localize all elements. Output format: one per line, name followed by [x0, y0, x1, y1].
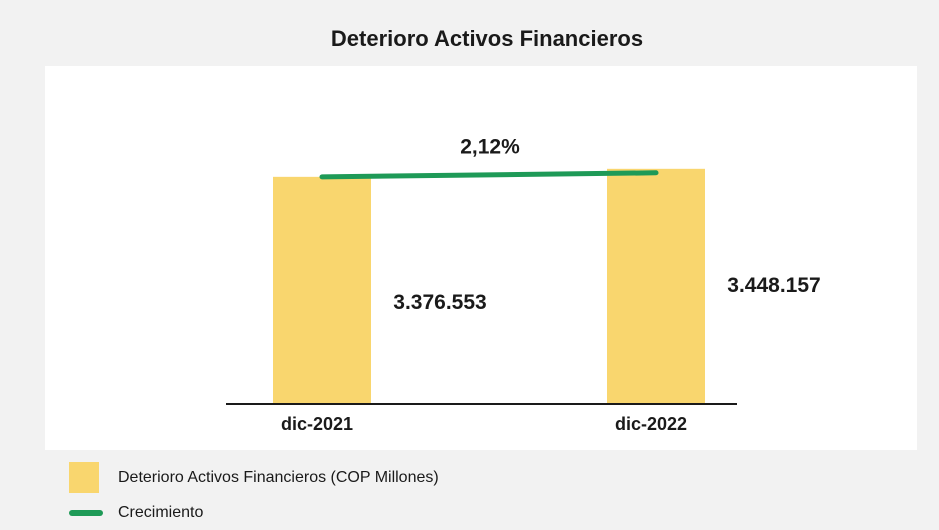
legend-label: Crecimiento: [118, 504, 203, 521]
legend-swatch: [69, 462, 99, 493]
value-label: 3.376.553: [393, 291, 486, 314]
x-tick-label: dic-2022: [615, 414, 687, 434]
legend-label: Deterioro Activos Financieros (COP Millo…: [118, 469, 439, 486]
value-label: 3.448.157: [727, 274, 820, 297]
growth-label: 2,12%: [460, 136, 520, 159]
bar: [273, 176, 371, 404]
bar: [607, 168, 705, 404]
growth-line: [319, 170, 659, 180]
plot-area: [45, 66, 917, 450]
x-tick-label: dic-2021: [281, 414, 353, 434]
chart-title: Deterioro Activos Financieros: [331, 26, 643, 51]
